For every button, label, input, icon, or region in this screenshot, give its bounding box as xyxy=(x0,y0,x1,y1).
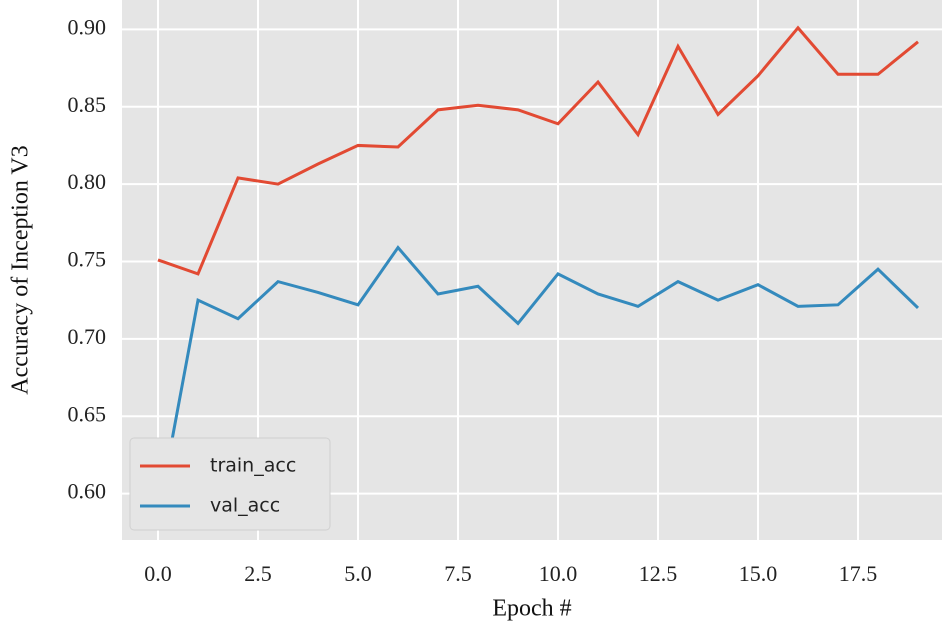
y-tick-label: 0.75 xyxy=(68,247,107,272)
x-tick-label: 15.0 xyxy=(739,561,778,586)
y-tick-label: 0.80 xyxy=(68,169,107,194)
line-series xyxy=(157,25,919,276)
x-tick-label: 10.0 xyxy=(539,561,578,586)
y-tick-label: 0.85 xyxy=(68,92,107,117)
x-axis-label: Epoch # xyxy=(492,596,571,622)
y-tick-label: 0.70 xyxy=(68,324,107,349)
x-tick-label: 2.5 xyxy=(244,561,272,586)
y-tick-label: 0.90 xyxy=(68,14,107,39)
x-tick-label: 12.5 xyxy=(639,561,678,586)
y-tick-label: 0.65 xyxy=(68,401,107,426)
legend-label: train_acc xyxy=(210,455,296,477)
x-tick-label: 0.0 xyxy=(144,561,172,586)
x-tick-label: 17.5 xyxy=(839,561,878,586)
line-series xyxy=(156,245,920,516)
legend-label: val_acc xyxy=(210,495,280,517)
y-axis-label: Accuracy of Inception V3 xyxy=(8,145,34,394)
x-tick-label: 5.0 xyxy=(344,561,372,586)
y-tick-label: 0.60 xyxy=(68,479,107,504)
x-tick-label: 7.5 xyxy=(444,561,472,586)
